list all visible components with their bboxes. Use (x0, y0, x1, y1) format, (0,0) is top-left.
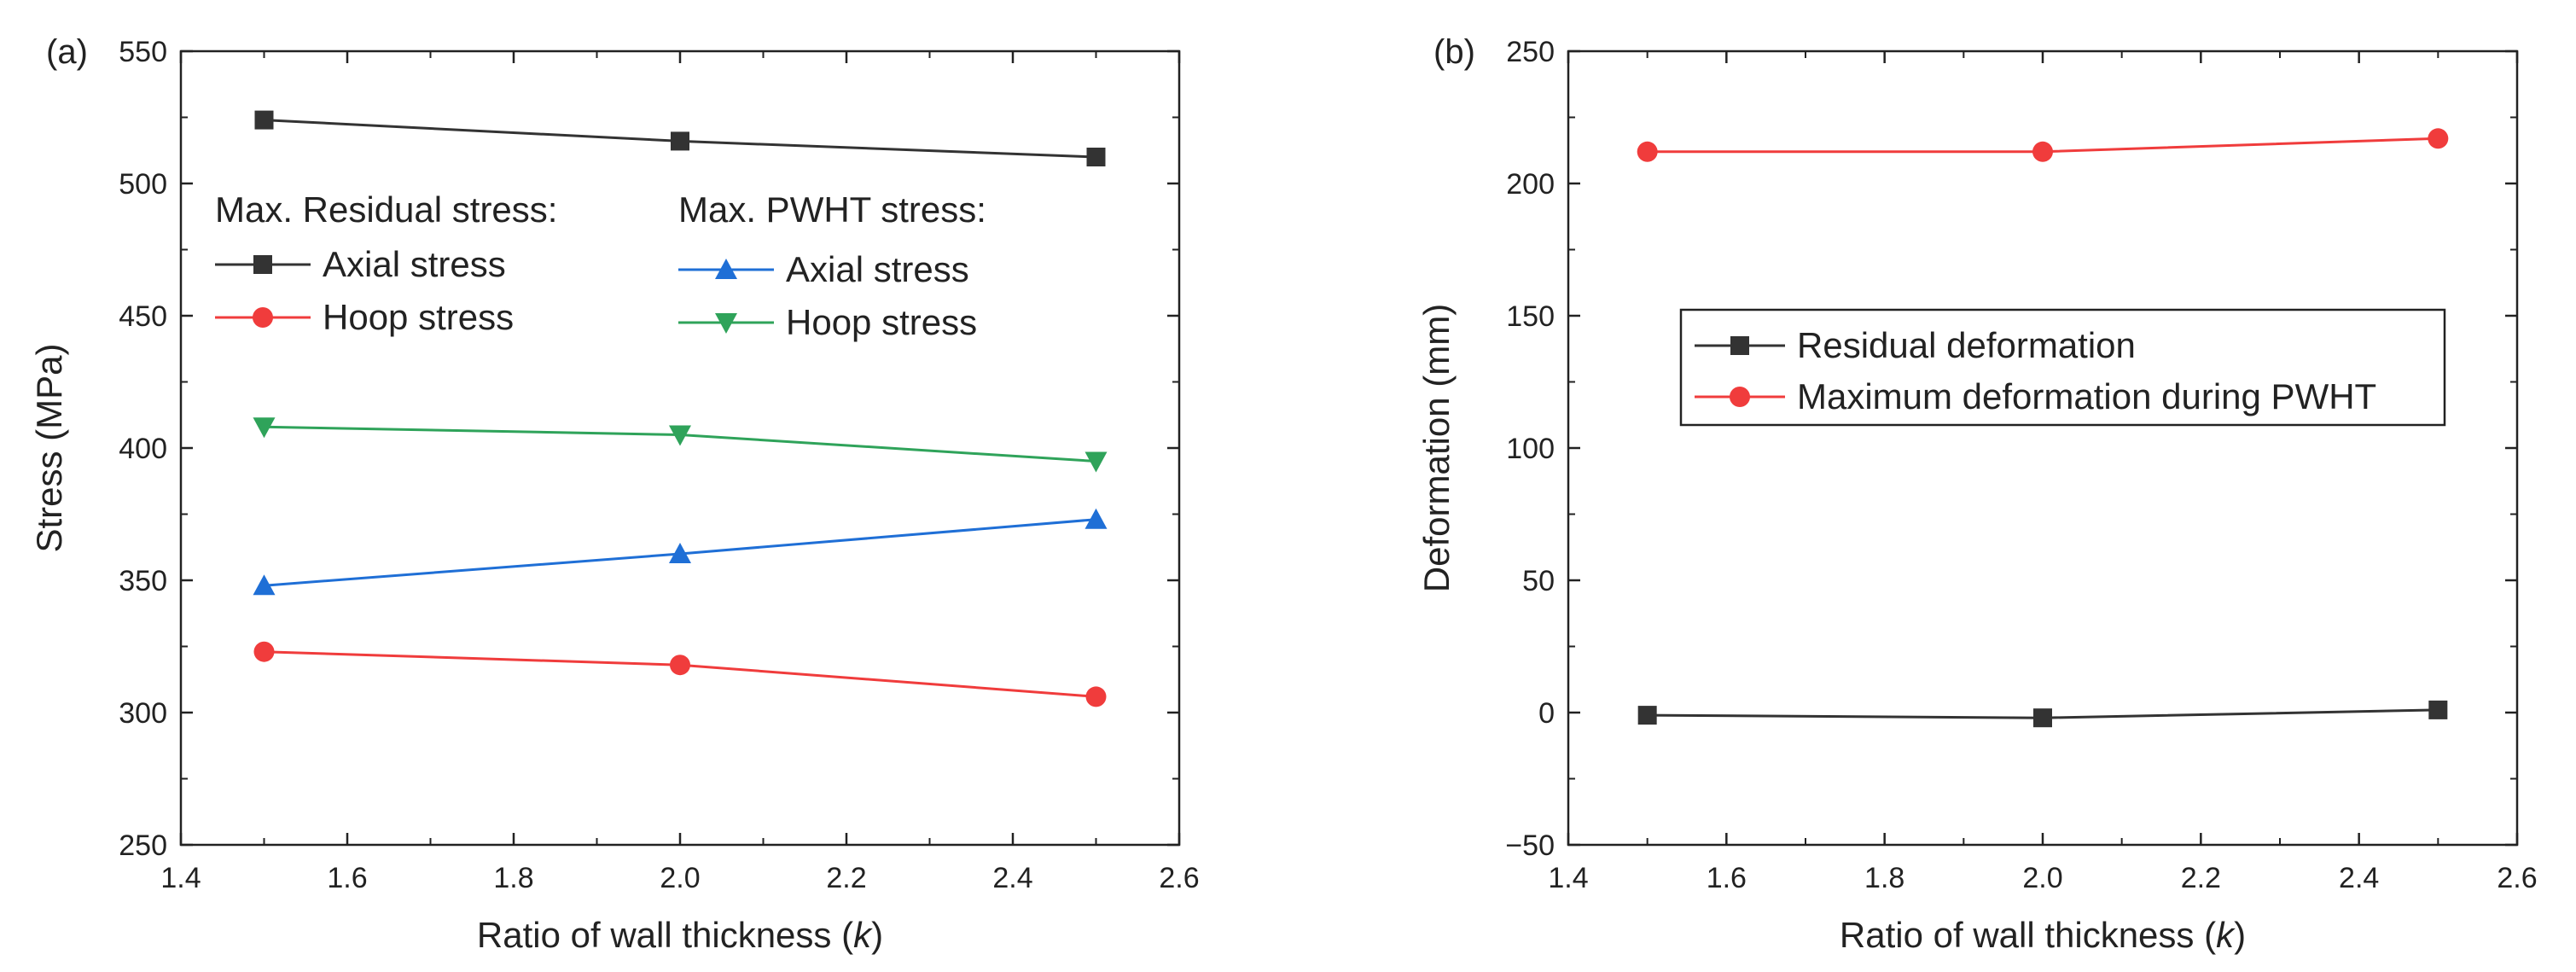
data-point (669, 543, 691, 563)
data-point (669, 425, 691, 446)
legend-label: Hoop stress (323, 297, 514, 337)
legend-group-title: Max. PWHT stress: (678, 189, 986, 230)
x-axis-title-suffix: ) (871, 915, 883, 955)
series-1 (1637, 128, 2449, 162)
plot-frame (179, 49, 1181, 847)
legend: Residual deformation Maximum deformation … (1679, 308, 2446, 427)
x-tick-label: 2.4 (2339, 862, 2379, 894)
x-tick-label: 2.2 (826, 862, 866, 894)
x-axis-title-suffix: ) (2234, 915, 2246, 955)
y-tick-label: 50 (1522, 565, 1555, 597)
y-tick-label: 500 (119, 168, 167, 201)
chart-panel-a: 1.4 1.6 1.8 2.0 2.2 2.4 2.6 250 300 350 400 450 500 5… (29, 33, 1200, 955)
x-tick-label: 2.6 (1159, 862, 1199, 894)
legend-label: Maximum deformation during PWHT (1797, 376, 2376, 416)
legend-item: Axial stress (215, 244, 506, 284)
data-point (1637, 141, 1658, 162)
data-point (1085, 686, 1107, 707)
y-tick-label: 550 (119, 36, 167, 68)
x-tick-label: 1.4 (1548, 862, 1588, 894)
x-tick-label: 1.8 (493, 862, 533, 894)
legend-item: Hoop stress (678, 302, 977, 342)
x-axis-title: Ratio of wall thickness (k) (1840, 915, 2246, 955)
legend-marker (715, 313, 737, 334)
legend-group-1: Max. PWHT stress: Axial stress Hoop stress (678, 189, 986, 342)
x-axis-title: Ratio of wall thickness (k) (477, 915, 883, 955)
y-axis-title: Deformation (mm) (1416, 304, 1457, 592)
legend-marker (1730, 387, 1750, 407)
y-tick-label: 250 (1506, 36, 1555, 68)
y-tick-label: 300 (119, 697, 167, 730)
data-point (1084, 508, 1108, 529)
data-point (2033, 708, 2052, 728)
data-point (253, 641, 275, 662)
x-axis-title-prefix: Ratio of wall thickness ( (1840, 915, 2216, 955)
data-point (2032, 141, 2053, 162)
y-tick-label: 250 (119, 829, 167, 862)
legend-item: Axial stress (678, 249, 969, 289)
legend-label: Hoop stress (786, 302, 977, 342)
y-tick-label: 350 (119, 565, 167, 597)
data-point (253, 417, 276, 439)
series-3 (253, 417, 1108, 473)
y-tick-label: 400 (119, 433, 167, 465)
series-2 (253, 508, 1108, 596)
y-tick-label: 100 (1506, 433, 1555, 465)
x-tick-label: 1.6 (327, 862, 367, 894)
x-tick-label: 2.4 (992, 862, 1032, 894)
x-tick-label: 1.4 (160, 862, 201, 894)
data-point (671, 131, 689, 151)
data-point (253, 574, 276, 596)
data-point (670, 655, 690, 676)
x-tick-label: 2.0 (2022, 862, 2062, 894)
data-point (1086, 148, 1106, 166)
x-tick-label: 2.6 (2497, 862, 2537, 894)
legend-label: Residual deformation (1797, 325, 2136, 365)
legend-item: Residual deformation (1695, 325, 2136, 365)
series-1 (253, 641, 1107, 707)
legend-item: Maximum deformation during PWHT (1695, 376, 2376, 416)
series-0 (1637, 700, 2448, 728)
legend-marker (253, 255, 272, 274)
x-tick-label: 2.2 (2181, 862, 2221, 894)
panel-label: (b) (1433, 33, 1475, 71)
panel-label: (a) (46, 33, 88, 71)
legend-marker (1730, 336, 1749, 355)
x-axis-title-prefix: Ratio of wall thickness ( (477, 915, 853, 955)
y-axis-title: Stress (MPa) (29, 343, 69, 552)
legend-label: Axial stress (323, 244, 506, 284)
x-axis-title-variable: k (853, 915, 873, 955)
x-tick-label: 1.8 (1864, 862, 1904, 894)
y-tick-label: 200 (1506, 168, 1555, 201)
y-tick-label: 150 (1506, 300, 1555, 333)
data-point (1084, 451, 1108, 473)
legend-label: Axial stress (786, 249, 969, 289)
y-tick-label: −50 (1505, 829, 1555, 862)
y-tick-label: 450 (119, 300, 167, 333)
legend-marker (253, 307, 273, 328)
legend-item: Hoop stress (215, 297, 514, 337)
x-tick-label: 2.0 (660, 862, 700, 894)
legend-group-0: Max. Residual stress: Axial stress Hoop st… (215, 189, 557, 337)
y-tick-label: 0 (1538, 697, 1555, 730)
data-point (1637, 706, 1657, 725)
legend-box (1679, 308, 2446, 427)
data-point (254, 110, 274, 130)
series-0 (254, 110, 1106, 166)
legend-group-title: Max. Residual stress: (215, 189, 557, 230)
legend-marker (715, 259, 737, 279)
chart-panel-b: 1.4 1.6 1.8 2.0 2.2 2.4 2.6 −50 0 50 100 150 200 250 (… (1416, 33, 2538, 955)
data-point (2428, 128, 2449, 149)
x-axis-title-variable: k (2216, 915, 2236, 955)
data-point (2428, 700, 2448, 719)
x-tick-label: 1.6 (1707, 862, 1747, 894)
